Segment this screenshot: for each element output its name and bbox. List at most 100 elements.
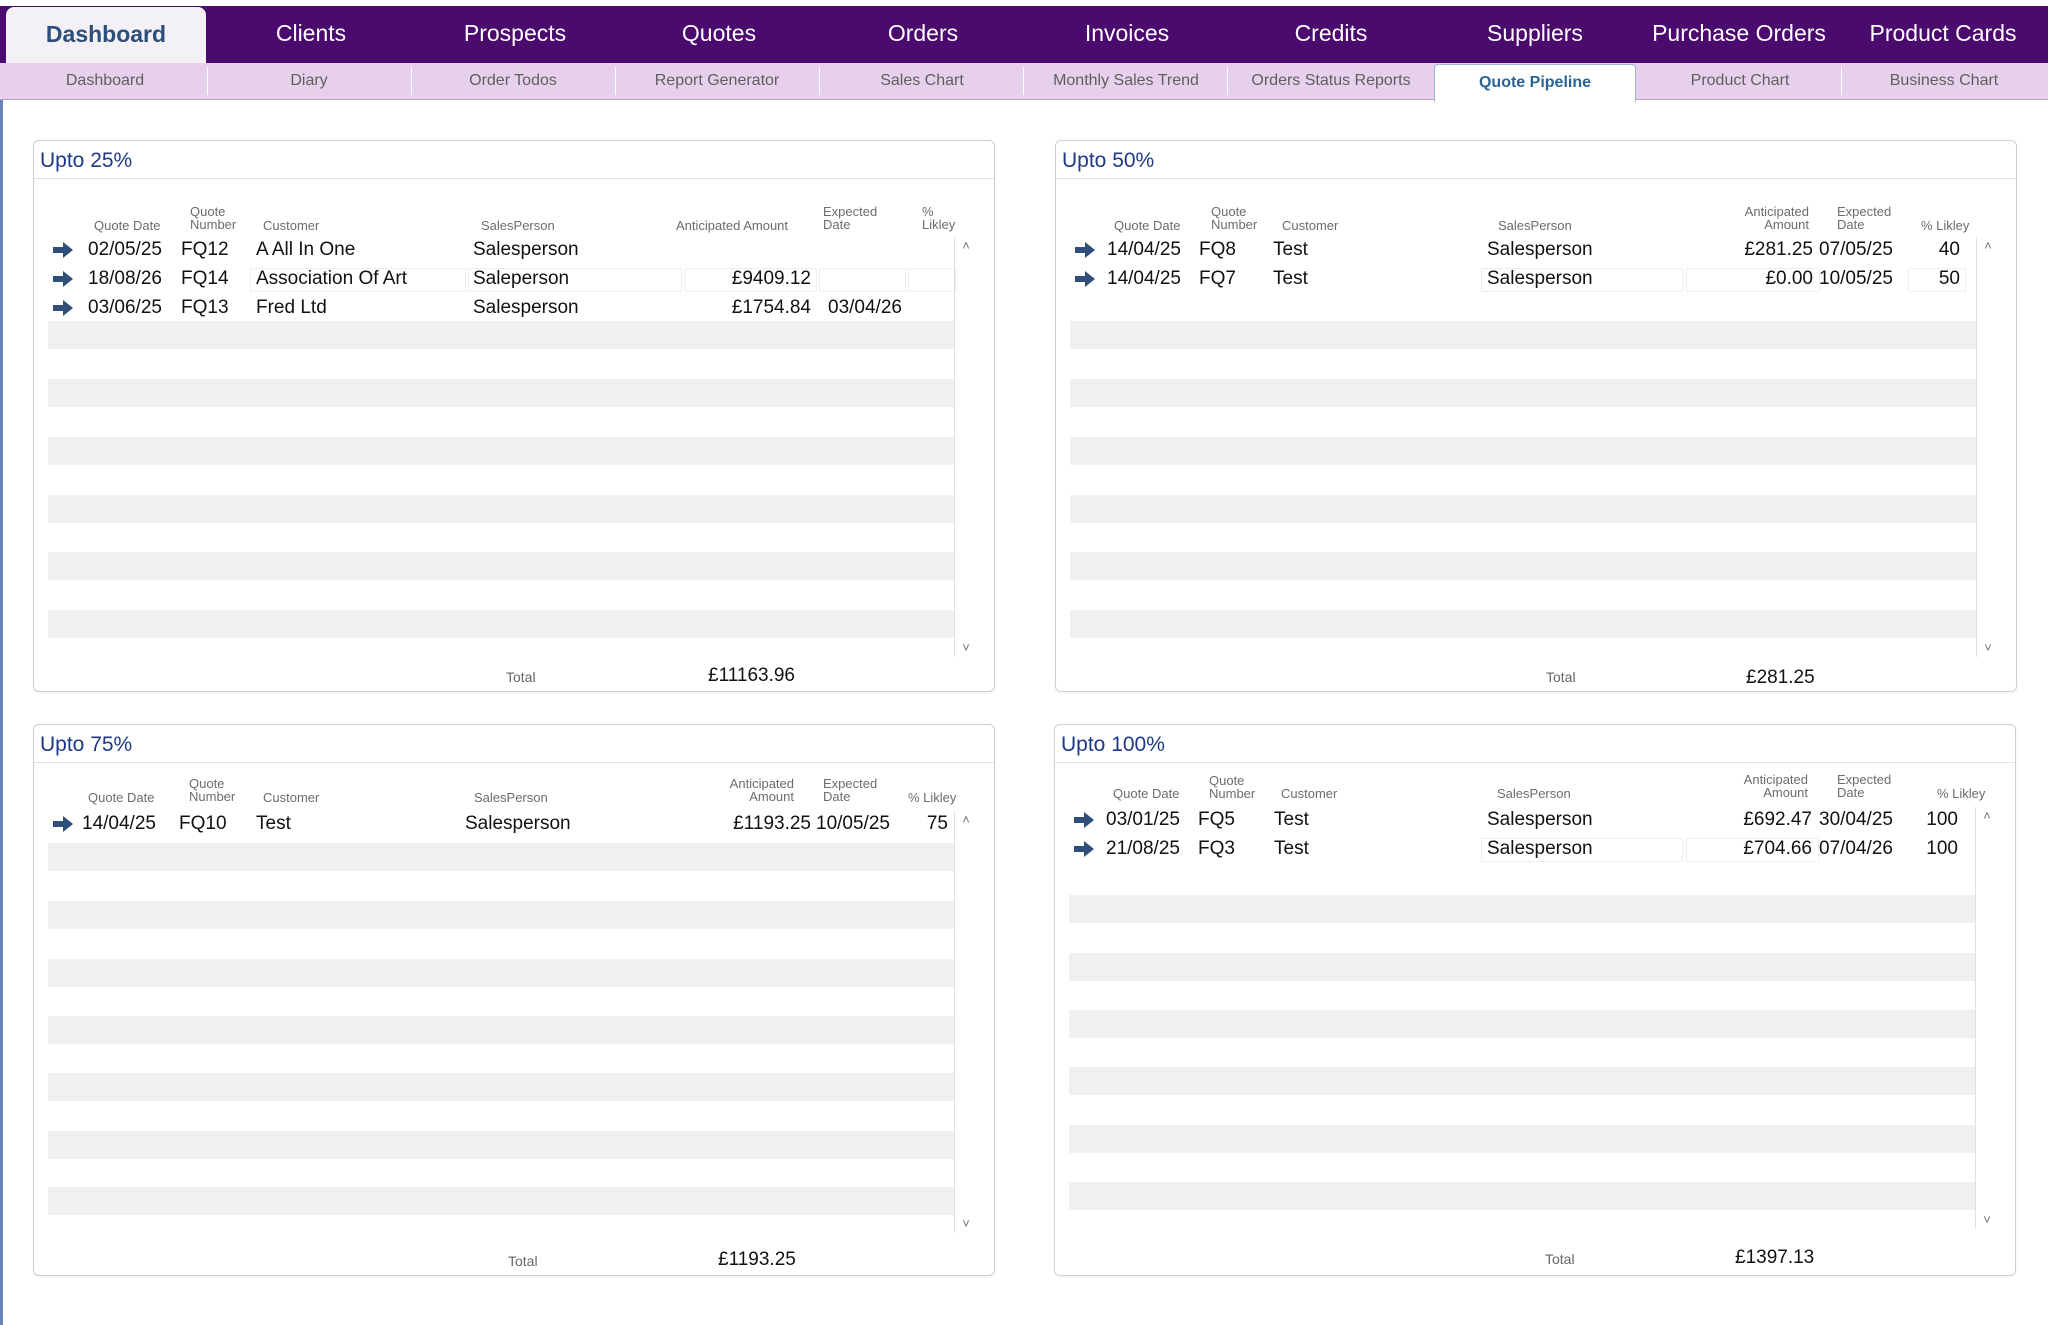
panel-title: Upto 50% [1062, 149, 1155, 172]
chevron-down-icon[interactable]: ˅ [1983, 1212, 1991, 1227]
table-row: 14/04/25 FQ10 Test Salesperson £1193.25 … [48, 811, 954, 837]
cell-salesperson: Salesperson [1487, 239, 1593, 260]
col-expected-l1: Expected [1837, 204, 1892, 219]
col-quote-date: Quote Date [1114, 218, 1181, 233]
cell-quote-number: FQ10 [179, 813, 227, 834]
arrow-right-icon[interactable] [1074, 270, 1096, 288]
subtab-report-generator[interactable]: Report Generator [654, 72, 780, 89]
subtab-diary[interactable]: Diary [290, 72, 328, 89]
cell-salesperson: Salesperson [465, 813, 571, 834]
tab-prospects[interactable]: Prospects [463, 20, 567, 46]
chevron-up-icon[interactable]: ˄ [962, 812, 970, 827]
panel-title: Upto 100% [1061, 733, 1165, 756]
vertical-scrollbar[interactable]: ˄ ˅ [954, 811, 977, 1233]
col-anticipated-l1: Anticipated [1743, 772, 1808, 787]
subtab-order-todos[interactable]: Order Todos [469, 72, 557, 89]
total-label: Total [506, 669, 536, 685]
col-quote-number-l1: Quote [1209, 773, 1245, 788]
arrow-right-icon[interactable] [52, 815, 74, 833]
arrow-right-icon[interactable] [52, 241, 74, 259]
likely-field [908, 268, 956, 292]
chevron-up-icon[interactable]: ˄ [1983, 808, 1991, 823]
chevron-down-icon[interactable]: ˅ [962, 640, 970, 655]
chevron-down-icon[interactable]: ˅ [1984, 640, 1992, 655]
col-expected-l2: Date [1837, 785, 1865, 800]
arrow-right-icon[interactable] [52, 270, 74, 288]
col-quote-number-l1: Quote [189, 776, 225, 791]
cell-customer: Test [1273, 239, 1308, 260]
col-likley-l1: % [922, 204, 934, 219]
table-row: 18/08/26 FQ14 Association Of Art Saleper… [48, 266, 956, 292]
empty-row-stripe [48, 1187, 954, 1215]
tab-suppliers[interactable]: Suppliers [1487, 20, 1583, 46]
col-expected-l1: Expected [1837, 772, 1892, 787]
chevron-down-icon[interactable]: ˅ [962, 1216, 970, 1231]
cell-customer: Test [1273, 268, 1308, 289]
empty-row-stripe [1069, 1182, 1975, 1210]
table-row: 03/01/25 FQ5 Test Salesperson £692.47 30… [1069, 807, 1975, 833]
col-quote-date: Quote Date [94, 218, 161, 233]
cell-quote-number: FQ7 [1199, 268, 1236, 289]
empty-row-stripe [48, 610, 954, 638]
subtab-orders-status-reports[interactable]: Orders Status Reports [1251, 72, 1411, 89]
subtab-sales-chart[interactable]: Sales Chart [880, 72, 964, 89]
cell-quote-number: FQ5 [1198, 809, 1235, 830]
arrow-right-icon[interactable] [1074, 241, 1096, 259]
empty-row-stripe [1069, 953, 1975, 981]
cell-quote-number: FQ12 [181, 239, 229, 260]
col-customer: Customer [263, 218, 320, 233]
col-customer: Customer [1282, 218, 1339, 233]
tab-orders[interactable]: Orders [887, 20, 959, 46]
subtab-business-chart[interactable]: Business Chart [1889, 72, 1999, 89]
subtab-monthly-sales-trend[interactable]: Monthly Sales Trend [1053, 72, 1199, 89]
vertical-scrollbar[interactable]: ˄ ˅ [1975, 807, 1998, 1229]
main-nav: Dashboard Clients Prospects Quotes Order… [0, 6, 2048, 63]
col-quote-date: Quote Date [1113, 786, 1180, 801]
arrow-right-icon[interactable] [1073, 811, 1095, 829]
total-value: £281.25 [1746, 667, 1815, 688]
total-value: £1193.25 [718, 1249, 796, 1270]
subtab-quote-pipeline[interactable]: Quote Pipeline [1434, 64, 1636, 102]
col-expected-l1: Expected [823, 776, 878, 791]
empty-row-stripe [48, 843, 954, 871]
col-anticipated-l2: Amount [1763, 785, 1808, 800]
subnav-divider [411, 67, 412, 95]
cell-customer: Test [256, 813, 291, 834]
cell-likely: 75 [926, 813, 948, 834]
tab-quotes[interactable]: Quotes [681, 20, 757, 46]
cell-amount: £704.66 [1743, 838, 1812, 859]
tab-product-cards[interactable]: Product Cards [1869, 20, 2017, 46]
tab-purchase-orders[interactable]: Purchase Orders [1652, 20, 1826, 46]
empty-row-stripe [1070, 321, 1976, 349]
expected-date-field [819, 268, 906, 292]
chevron-up-icon[interactable]: ˄ [1984, 238, 1992, 253]
cell-quote-number: FQ3 [1198, 838, 1235, 859]
arrow-right-icon[interactable] [1073, 840, 1095, 858]
tab-dashboard[interactable]: Dashboard [6, 7, 206, 63]
col-salesperson: SalesPerson [474, 790, 548, 805]
subtab-dashboard[interactable]: Dashboard [65, 72, 145, 89]
chevron-up-icon[interactable]: ˄ [962, 238, 970, 253]
cell-quote-date: 18/08/26 [88, 268, 162, 289]
cell-border [685, 268, 817, 292]
cell-likely: 50 [1938, 268, 1960, 289]
col-anticipated-l1: Anticipated [729, 776, 794, 791]
col-customer: Customer [263, 790, 320, 805]
tab-clients[interactable]: Clients [275, 20, 347, 46]
vertical-scrollbar[interactable]: ˄ ˅ [954, 237, 977, 657]
empty-row-stripe [1070, 552, 1976, 580]
tab-invoices[interactable]: Invoices [1084, 20, 1170, 46]
cell-quote-date: 14/04/25 [82, 813, 156, 834]
empty-row-stripe [1070, 610, 1976, 638]
vertical-scrollbar[interactable]: ˄ ˅ [1976, 237, 1999, 657]
tab-credits[interactable]: Credits [1294, 20, 1368, 46]
empty-row-stripe [1069, 1067, 1975, 1095]
col-salesperson: SalesPerson [1498, 218, 1572, 233]
arrow-right-icon[interactable] [52, 299, 74, 317]
subnav-divider [1023, 67, 1024, 95]
cell-quote-date: 21/08/25 [1106, 838, 1180, 859]
empty-row-stripe [48, 1016, 954, 1044]
subtab-product-chart[interactable]: Product Chart [1690, 72, 1790, 89]
window-top-edge [0, 0, 2048, 6]
cell-customer: A All In One [256, 239, 356, 260]
